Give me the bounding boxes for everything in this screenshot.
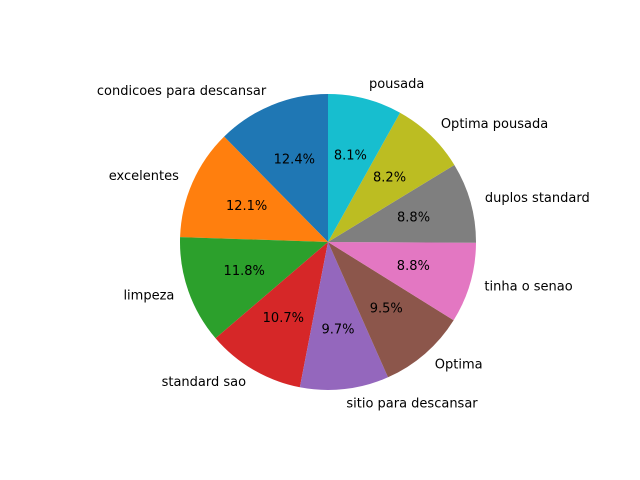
- pie-slice-duplos-standard: [328, 164, 476, 243]
- category-label-optima-pousada: Optima pousada: [441, 117, 548, 132]
- category-label-standard-sao: standard sao: [162, 375, 247, 390]
- category-label-optima: Optima: [435, 357, 483, 372]
- pie-slice-optima-pousada: [328, 112, 455, 242]
- pie-slice-excelentes: [180, 136, 328, 242]
- pct-label-optima: 9.5%: [370, 302, 403, 317]
- category-labels: condicoes para descansar excelentes limpez…: [97, 77, 590, 411]
- category-label-limpeza: limpeza: [123, 288, 174, 303]
- percentage-labels: 12.4% 12.1% 11.8% 10.7% 9.7% 9.5% 8.8% 8.8% 8.2%…: [224, 149, 431, 338]
- pie-slice-limpeza: [180, 237, 328, 339]
- category-label-excelentes: excelentes: [109, 169, 179, 184]
- pie-slice-standard-sao: [215, 242, 328, 388]
- pct-label-duplos-standard: 8.8%: [397, 211, 430, 226]
- pct-label-tinha-o-senao: 8.8%: [397, 259, 430, 274]
- category-label-sitio-para-descansar: sitio para descansar: [346, 396, 478, 411]
- category-label-condicoes-para-descansar: condicoes para descansar: [97, 84, 267, 99]
- category-label-pousada: pousada: [369, 77, 424, 92]
- category-label-tinha-o-senao: tinha o senao: [484, 280, 572, 295]
- pie-slice-condicoes-para-descansar: [224, 94, 328, 242]
- pie-slices: [180, 94, 476, 390]
- pct-label-sitio-para-descansar: 9.7%: [321, 323, 354, 338]
- pie-slice-tinha-o-senao: [328, 242, 476, 321]
- pie-slice-optima: [328, 242, 454, 378]
- category-label-duplos-standard: duplos standard: [485, 191, 590, 206]
- pie-slice-pousada: [328, 94, 401, 242]
- pct-label-optima-pousada: 8.2%: [373, 170, 406, 185]
- pct-label-pousada: 8.1%: [334, 149, 367, 164]
- pct-label-condicoes-para-descansar: 12.4%: [274, 152, 315, 167]
- pie-slice-sitio-para-descansar: [299, 242, 388, 390]
- pct-label-excelentes: 12.1%: [226, 199, 267, 214]
- pct-label-limpeza: 11.8%: [224, 264, 265, 279]
- pct-label-standard-sao: 10.7%: [263, 311, 304, 326]
